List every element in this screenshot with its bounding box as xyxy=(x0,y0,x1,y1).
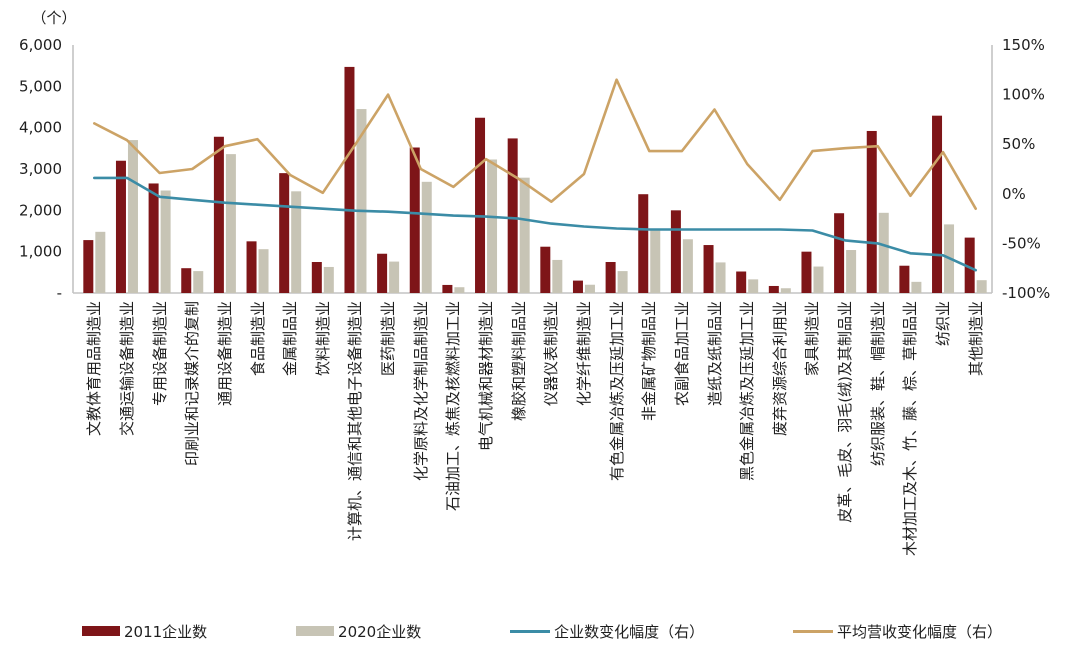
bar-2011 xyxy=(148,183,159,293)
bar-2011 xyxy=(311,262,322,293)
bar-2020 xyxy=(323,266,334,293)
bar-2020 xyxy=(225,154,236,293)
left-axis-unit-label: （个） xyxy=(31,9,77,27)
bar-2011 xyxy=(83,240,94,293)
legend-label-2011: 2011企业数 xyxy=(124,622,208,641)
bar-2011 xyxy=(246,241,257,293)
left-axis-tick-label: 3,000 xyxy=(19,160,62,178)
legend-item-2011: 2011企业数 xyxy=(82,621,207,642)
bar-2011 xyxy=(540,246,551,293)
bar-2020 xyxy=(650,230,661,293)
bar-2011 xyxy=(736,271,747,293)
bar-2011 xyxy=(670,210,681,293)
bar-2011 xyxy=(279,173,290,293)
bar-2011 xyxy=(834,213,845,293)
right-axis-tick-label: 100% xyxy=(1002,86,1045,104)
bar-2020 xyxy=(356,109,367,293)
legend-swatch-2020-icon xyxy=(296,626,335,636)
bar-2020 xyxy=(682,239,693,293)
bar-2011 xyxy=(605,262,616,293)
left-axis-tick-label: - xyxy=(57,284,62,302)
bar-2011 xyxy=(442,284,453,293)
left-axis-tick-label: 2,000 xyxy=(19,201,62,219)
legend-label-2020: 2020企业数 xyxy=(338,622,422,641)
left-axis-tick-label: 6,000 xyxy=(19,36,62,54)
bar-2020 xyxy=(617,271,628,293)
legend-item-revenue-change: 平均营收变化幅度（右） xyxy=(792,621,1002,642)
legend-item-count-change: 企业数变化幅度（右） xyxy=(510,621,704,642)
bar-2020 xyxy=(127,140,138,293)
left-axis-tick-label: 4,000 xyxy=(19,119,62,137)
bar-2011 xyxy=(409,147,420,293)
bar-2011 xyxy=(572,280,583,293)
bar-2020 xyxy=(584,284,595,293)
line-count-change xyxy=(93,176,978,272)
legend-line-revenue-change-icon xyxy=(792,629,833,633)
bar-2020 xyxy=(748,279,759,293)
left-axis-tick-label: 5,000 xyxy=(19,77,62,95)
bar-2011 xyxy=(801,251,812,293)
bar-2020 xyxy=(780,288,791,293)
bar-2020 xyxy=(911,281,922,293)
bar-2011 xyxy=(866,130,877,293)
legend-label-revenue-change: 平均营收变化幅度（右） xyxy=(836,622,1002,641)
legend-line-count-change-icon xyxy=(510,629,551,633)
bar-2020 xyxy=(160,190,171,293)
bar-2020 xyxy=(715,262,726,293)
bar-2020 xyxy=(258,249,269,293)
bar-2011 xyxy=(181,268,192,293)
bar-2011 xyxy=(638,194,649,293)
right-axis-tick-label: -100% xyxy=(1002,284,1050,302)
bar-2020 xyxy=(878,212,889,293)
bar-2011 xyxy=(507,138,518,293)
bar-2011 xyxy=(932,115,943,294)
bar-2020 xyxy=(291,191,302,293)
bar-2020 xyxy=(95,231,106,293)
bar-2020 xyxy=(389,261,400,293)
right-axis-tick-label: 150% xyxy=(1002,36,1045,54)
line-revenue-change xyxy=(93,78,978,210)
bar-2011 xyxy=(899,265,910,293)
right-axis-tick-label: -50% xyxy=(1002,234,1041,252)
bar-2020 xyxy=(421,181,432,293)
bar-2011 xyxy=(344,66,355,293)
bar-2020 xyxy=(552,259,563,293)
bar-2011 xyxy=(768,285,779,293)
bar-2020 xyxy=(846,250,857,293)
bar-2011 xyxy=(703,245,714,293)
bar-2020 xyxy=(454,287,465,293)
bar-2011 xyxy=(475,117,486,293)
left-axis-tick-label: 1,000 xyxy=(19,243,62,261)
bar-2011 xyxy=(377,253,388,293)
bar-2020 xyxy=(193,271,204,293)
bar-2020 xyxy=(976,280,987,293)
bar-2011 xyxy=(115,160,126,293)
bar-2020 xyxy=(519,177,530,293)
bar-2011 xyxy=(964,237,975,293)
bar-2020 xyxy=(487,159,498,293)
legend-swatch-2011-icon xyxy=(82,626,120,636)
bar-2020 xyxy=(813,266,824,293)
legend-label-count-change: 企业数变化幅度（右） xyxy=(554,622,705,641)
bar-2011 xyxy=(213,136,224,293)
legend-item-2020: 2020企业数 xyxy=(296,621,421,642)
right-axis-tick-label: 0% xyxy=(1002,185,1026,203)
right-axis-tick-label: 50% xyxy=(1002,135,1035,153)
legend: 2011企业数 2020企业数 企业数变化幅度（右） 平均营收变化幅度（右） xyxy=(82,617,1002,645)
